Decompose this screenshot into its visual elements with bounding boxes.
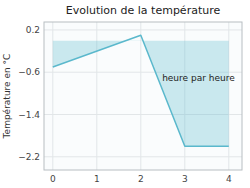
plot-background [44, 22, 242, 170]
x-tick-label: 0 [50, 174, 56, 184]
plot-frame [44, 22, 242, 170]
x-tick-label: 1 [94, 174, 100, 184]
annotation: heure par heure [162, 73, 235, 83]
y-grid-line [44, 156, 242, 157]
y-tick-label: −2.2 [18, 152, 40, 162]
y-tick-label: 0.2 [26, 25, 40, 35]
title: Evolution de la température [66, 4, 221, 17]
plot-area [53, 35, 229, 146]
x-tick-label: 2 [138, 174, 144, 184]
y-axis-label: Température en °C [2, 54, 12, 140]
line [53, 35, 229, 146]
below-zero-area [53, 41, 229, 147]
x-grid-line [140, 22, 141, 170]
y-grid-line [44, 29, 242, 30]
y-tick-label: −0.6 [18, 67, 40, 77]
x-tick-label: 4 [226, 174, 232, 184]
y-tick-label: −1.4 [18, 110, 40, 120]
x-tick-label: 3 [182, 174, 188, 184]
below-zero-area-group [53, 41, 229, 147]
chart: 0 1 2 3 4 0.2 −0.6 −1.4 −2.2 Evolution de la temp… [0, 0, 250, 188]
